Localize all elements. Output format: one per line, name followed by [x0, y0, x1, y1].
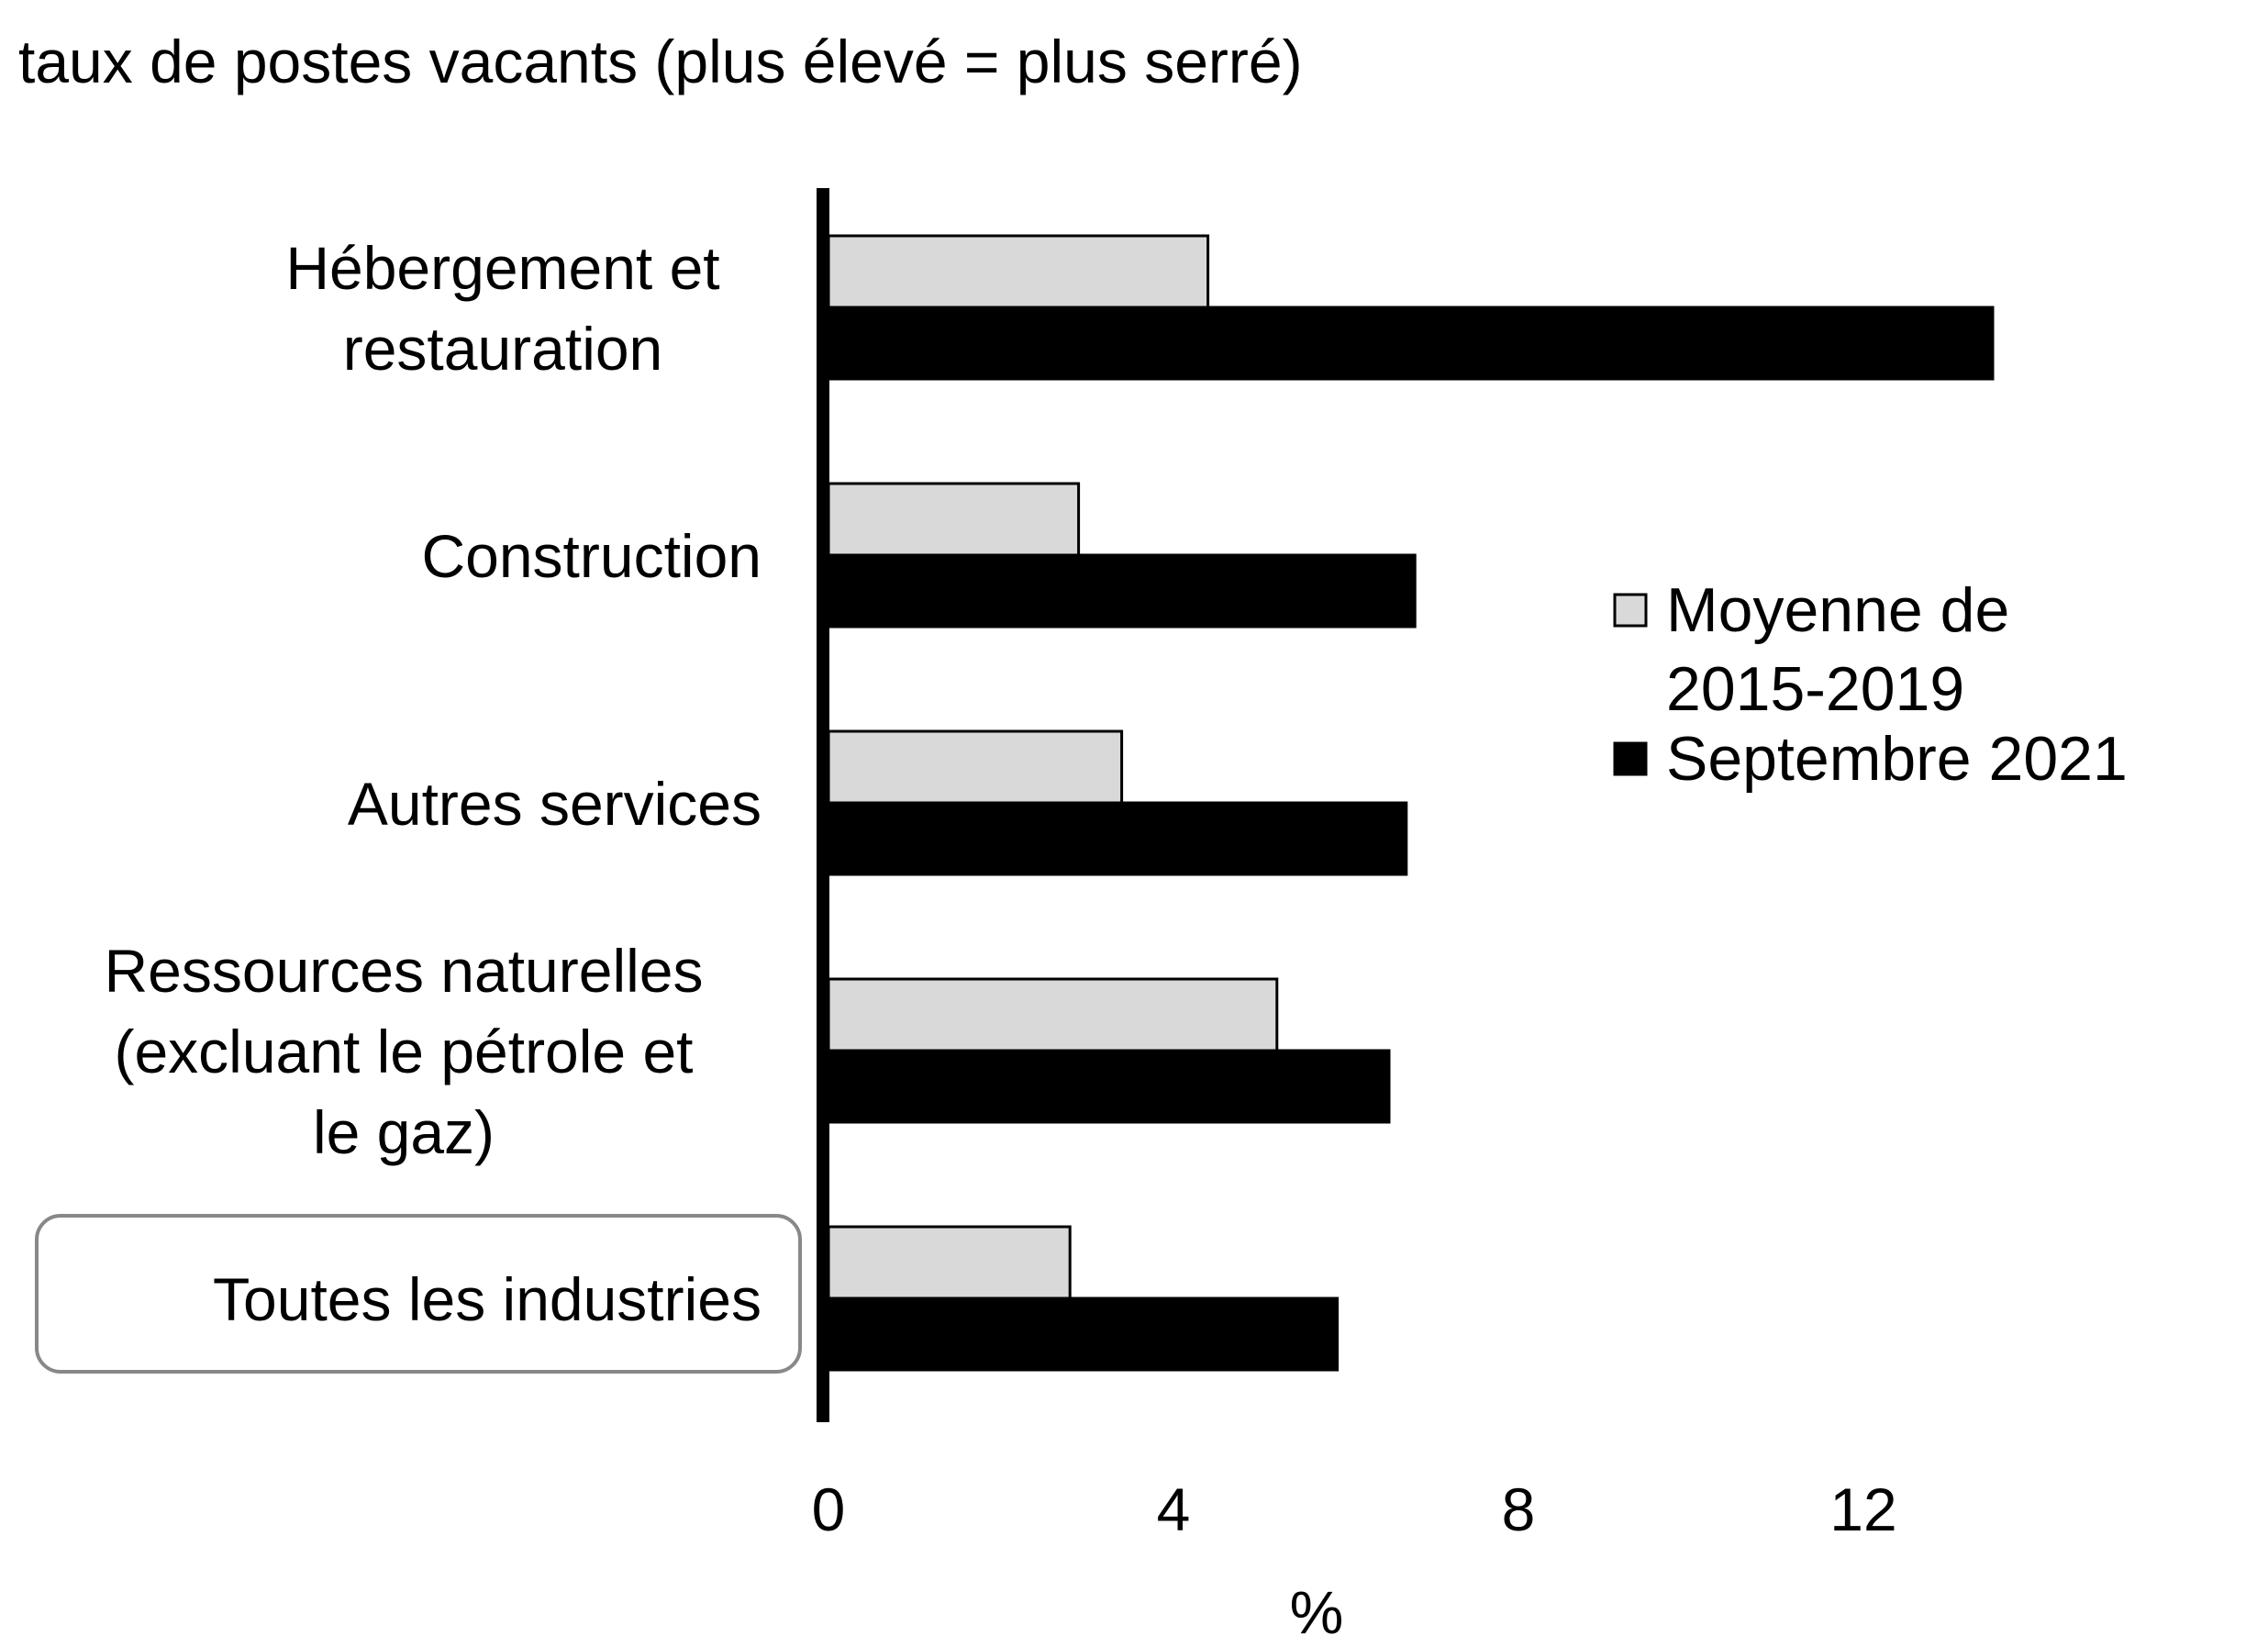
category-label-line: Toutes les industries	[213, 1265, 762, 1333]
x-tick-8: 8	[1502, 1475, 1536, 1543]
category-label-0: Hébergement et restauration	[285, 234, 719, 383]
bars-layer	[827, 234, 1995, 1372]
highlight-box	[35, 1214, 802, 1374]
category-label-line: Construction	[421, 522, 762, 590]
legend-label-line: Septembre 2021	[1666, 724, 2128, 794]
bar-moyenne-0	[827, 234, 1210, 309]
bar-septembre-2	[827, 801, 1408, 876]
x-tick-4: 4	[1157, 1475, 1191, 1543]
category-label-line: restauration	[343, 315, 663, 383]
category-label-line: (excluant le pétrole et	[114, 1018, 693, 1085]
category-label-line: Ressources naturelles	[105, 937, 704, 1005]
category-label-2: Autres services	[348, 770, 762, 838]
category-label-4: Toutes les industries	[213, 1265, 762, 1333]
chart-title: taux de postes vacants (plus élevé = plu…	[18, 28, 1303, 95]
legend-swatch-0	[1613, 593, 1648, 628]
x-tick-labels: 0 4 8 12	[812, 1475, 1897, 1543]
category-label-3: Ressources naturelles (excluant le pétrol…	[105, 937, 704, 1166]
x-axis-label: %	[1290, 1578, 1344, 1646]
legend-label-0: Moyenne de 2015-2019	[1666, 575, 2009, 724]
bar-moyenne-3	[827, 977, 1279, 1052]
bar-moyenne-1	[827, 482, 1081, 557]
category-labels: Hébergement et restauration Construction Au…	[105, 234, 762, 1333]
legend-label-1: Septembre 2021	[1666, 724, 2128, 794]
bar-septembre-3	[827, 1049, 1391, 1124]
bar-septembre-4	[827, 1296, 1340, 1372]
x-tick-12: 12	[1829, 1475, 1896, 1543]
bar-septembre-0	[827, 306, 1995, 381]
category-label-line: le gaz)	[313, 1098, 495, 1166]
legend-swatch-1	[1613, 741, 1648, 776]
legend-label-line: Moyenne de	[1666, 575, 2009, 645]
category-label-line: Hébergement et	[285, 234, 719, 302]
bar-moyenne-4	[827, 1225, 1072, 1300]
category-label-1: Construction	[421, 522, 762, 590]
x-tick-0: 0	[812, 1475, 846, 1543]
legend-label-line: 2015-2019	[1666, 654, 1964, 724]
category-label-line: Autres services	[348, 770, 762, 838]
bar-septembre-1	[827, 553, 1417, 629]
bar-moyenne-2	[827, 729, 1124, 805]
